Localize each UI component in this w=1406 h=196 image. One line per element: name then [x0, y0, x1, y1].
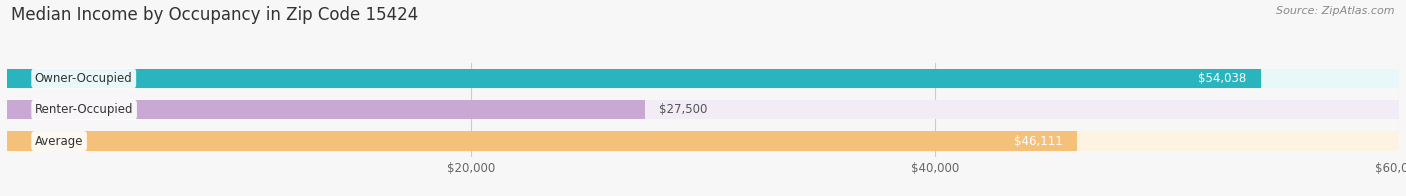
Bar — [7, 131, 1399, 151]
Text: $54,038: $54,038 — [1198, 72, 1247, 85]
Text: $46,111: $46,111 — [1014, 135, 1063, 148]
Text: Median Income by Occupancy in Zip Code 15424: Median Income by Occupancy in Zip Code 1… — [11, 6, 419, 24]
Bar — [7, 69, 1399, 88]
Bar — [7, 100, 645, 120]
Text: Source: ZipAtlas.com: Source: ZipAtlas.com — [1277, 6, 1395, 16]
Text: Average: Average — [35, 135, 83, 148]
Text: Renter-Occupied: Renter-Occupied — [35, 103, 134, 116]
Bar — [7, 131, 1077, 151]
Text: Owner-Occupied: Owner-Occupied — [35, 72, 132, 85]
Bar — [7, 69, 1261, 88]
Bar — [7, 100, 1399, 120]
Text: $27,500: $27,500 — [659, 103, 707, 116]
